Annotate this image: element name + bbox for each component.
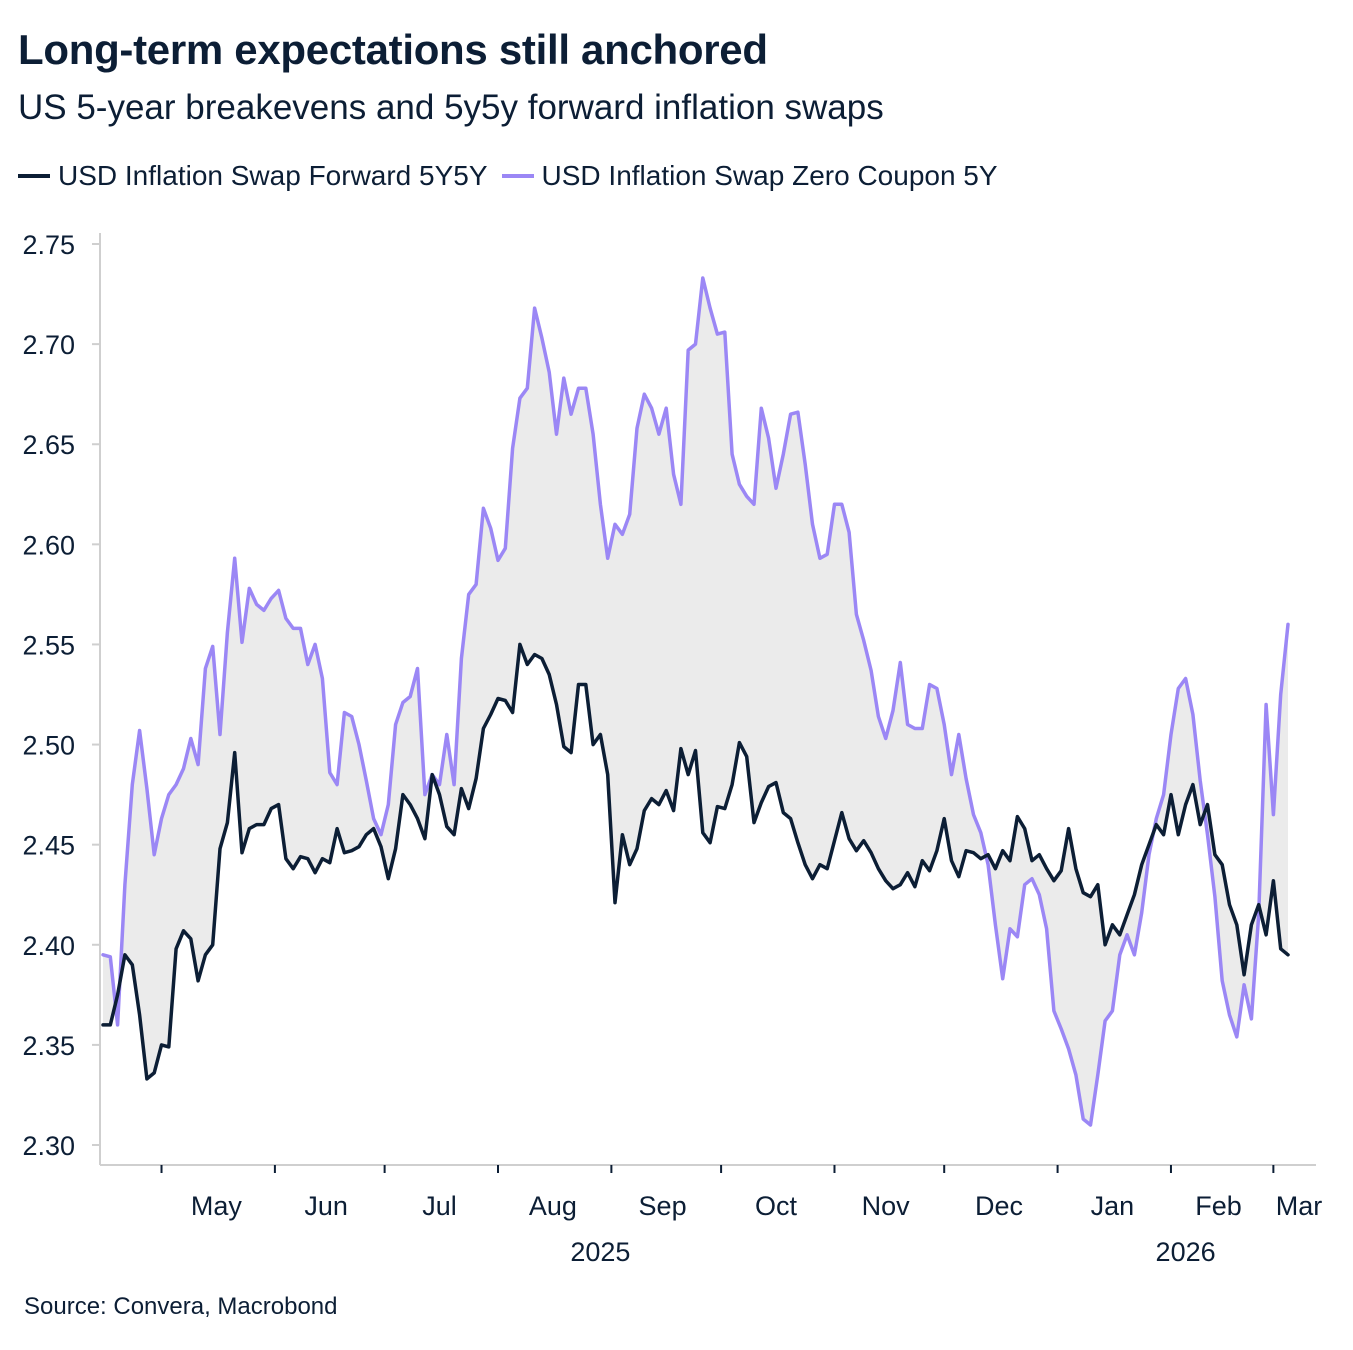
legend-label-forward: USD Inflation Swap Forward 5Y5Y	[58, 160, 488, 191]
series-line-forward	[101, 642, 1290, 1081]
legend: USD Inflation Swap Forward 5Y5Y USD Infl…	[18, 160, 1012, 192]
x-tick-label: Nov	[862, 1191, 911, 1221]
y-tick-label: 2.65	[22, 430, 75, 460]
legend-item-zero-coupon: USD Inflation Swap Zero Coupon 5Y	[501, 160, 998, 192]
legend-swatch-forward	[18, 174, 50, 178]
series-line-zero-coupon	[101, 276, 1290, 1127]
x-tick-label: Aug	[529, 1191, 577, 1221]
y-tick-label: 2.60	[22, 530, 75, 560]
x-tick-label: Sep	[639, 1191, 687, 1221]
source-note: Source: Convera, Macrobond	[24, 1293, 338, 1320]
series-lines	[101, 276, 1290, 1127]
chart-subtitle: US 5-year breakevens and 5y5y forward in…	[18, 88, 884, 127]
y-tick-label: 2.50	[22, 731, 75, 761]
x-year-label: 2026	[1156, 1237, 1216, 1267]
x-tick-label: Dec	[975, 1191, 1023, 1221]
y-tick-label: 2.75	[22, 230, 75, 260]
y-tick-label: 2.70	[22, 330, 75, 360]
legend-swatch-zero-coupon	[501, 174, 534, 178]
chart-title: Long-term expectations still anchored	[18, 26, 768, 73]
x-tick-label: Feb	[1195, 1191, 1242, 1221]
tick-labels: 2.30 2.35 2.40 2.45 2.50 2.55 2.60 2.65 2.70 2.75…	[22, 230, 1322, 1267]
y-tick-label: 2.30	[22, 1131, 75, 1161]
fill-between-area-path	[103, 278, 1288, 1125]
y-tick-label: 2.40	[22, 931, 75, 961]
legend-label-zero-coupon: USD Inflation Swap Zero Coupon 5Y	[541, 160, 998, 191]
x-tick-label: Mar	[1276, 1191, 1323, 1221]
x-tick-label: Jun	[304, 1191, 348, 1221]
x-tick-label: Jul	[422, 1191, 457, 1221]
legend-item-forward: USD Inflation Swap Forward 5Y5Y	[18, 160, 488, 192]
fill-between-area	[103, 278, 1288, 1125]
y-tick-label: 2.35	[22, 1031, 75, 1061]
axes	[92, 233, 1316, 1173]
x-tick-label: Jan	[1091, 1191, 1135, 1221]
x-tick-label: Oct	[755, 1191, 798, 1221]
x-year-label: 2025	[570, 1237, 630, 1267]
x-tick-label: May	[191, 1191, 243, 1221]
y-tick-label: 2.55	[22, 630, 75, 660]
y-tick-label: 2.45	[22, 831, 75, 861]
